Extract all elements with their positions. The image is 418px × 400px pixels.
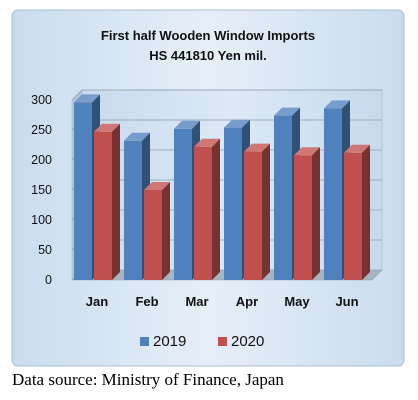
bar-front: [224, 127, 242, 280]
bar-top: [94, 123, 120, 132]
x-tick-label: May: [284, 294, 310, 309]
gridline: [71, 89, 83, 101]
legend-label: 2020: [231, 333, 264, 350]
bar-front: [324, 108, 342, 281]
legend-label: 2019: [153, 333, 186, 350]
bar-front: [294, 155, 312, 280]
y-tick-label: 300: [31, 93, 52, 107]
bar-top: [224, 119, 250, 128]
legend-item: 2019: [140, 333, 186, 350]
bar-side: [312, 147, 320, 280]
y-tick-label: 50: [38, 243, 52, 257]
bar-top: [194, 138, 220, 147]
legend: 2019 2020: [140, 333, 264, 350]
y-axis-tick-labels: 0 50 100 150 200 250 300: [31, 93, 52, 287]
x-tick-label: Apr: [236, 294, 258, 309]
bar-front: [174, 128, 192, 280]
bar-front: [244, 151, 262, 280]
bar-top: [174, 120, 200, 129]
bar-top: [124, 132, 150, 141]
chart-title: First half Wooden Window Imports: [101, 28, 315, 43]
bar-top: [144, 182, 170, 190]
bar-2020-feb: [144, 182, 170, 280]
bar-side: [362, 144, 370, 280]
y-tick-label: 100: [31, 213, 52, 227]
y-tick-label: 250: [31, 123, 52, 137]
bar-front: [194, 146, 212, 280]
bar-2020-apr: [244, 143, 270, 280]
bar-side: [162, 182, 170, 280]
bar-top: [294, 147, 320, 156]
x-tick-label: Feb: [135, 294, 158, 309]
x-tick-label: Jan: [86, 294, 108, 309]
x-tick-label: Jun: [335, 294, 358, 309]
y-tick-label: 200: [31, 153, 52, 167]
bar-top: [74, 94, 100, 103]
bar-front: [74, 102, 92, 281]
bar-top: [244, 143, 270, 152]
bars: [74, 94, 370, 281]
x-axis-tick-labels: Jan Feb Mar Apr May Jun: [86, 294, 359, 309]
bar-2020-may: [294, 147, 320, 280]
bar-front: [94, 131, 112, 280]
bar-2020-mar: [194, 138, 220, 280]
bar-2020-jan: [94, 123, 120, 280]
bar-side: [262, 143, 270, 280]
bar-front: [274, 115, 292, 280]
y-tick-label: 150: [31, 183, 52, 197]
bar-top: [344, 144, 370, 153]
bar-side: [212, 138, 220, 280]
bar-top: [274, 107, 300, 116]
legend-swatch: [140, 337, 149, 346]
chart-subtitle: HS 441810 Yen mil.: [149, 48, 267, 63]
bar-2020-jun: [344, 144, 370, 280]
legend-item: 2020: [218, 333, 264, 350]
x-tick-label: Mar: [185, 294, 208, 309]
y-tick-label: 0: [45, 273, 52, 287]
bar-top: [324, 100, 350, 109]
bar-side: [112, 123, 120, 280]
legend-swatch: [218, 337, 227, 346]
data-source-note: Data source: Ministry of Finance, Japan: [12, 370, 284, 389]
bar-front: [124, 140, 142, 280]
bar-front: [144, 190, 162, 280]
bar-front: [344, 152, 362, 280]
